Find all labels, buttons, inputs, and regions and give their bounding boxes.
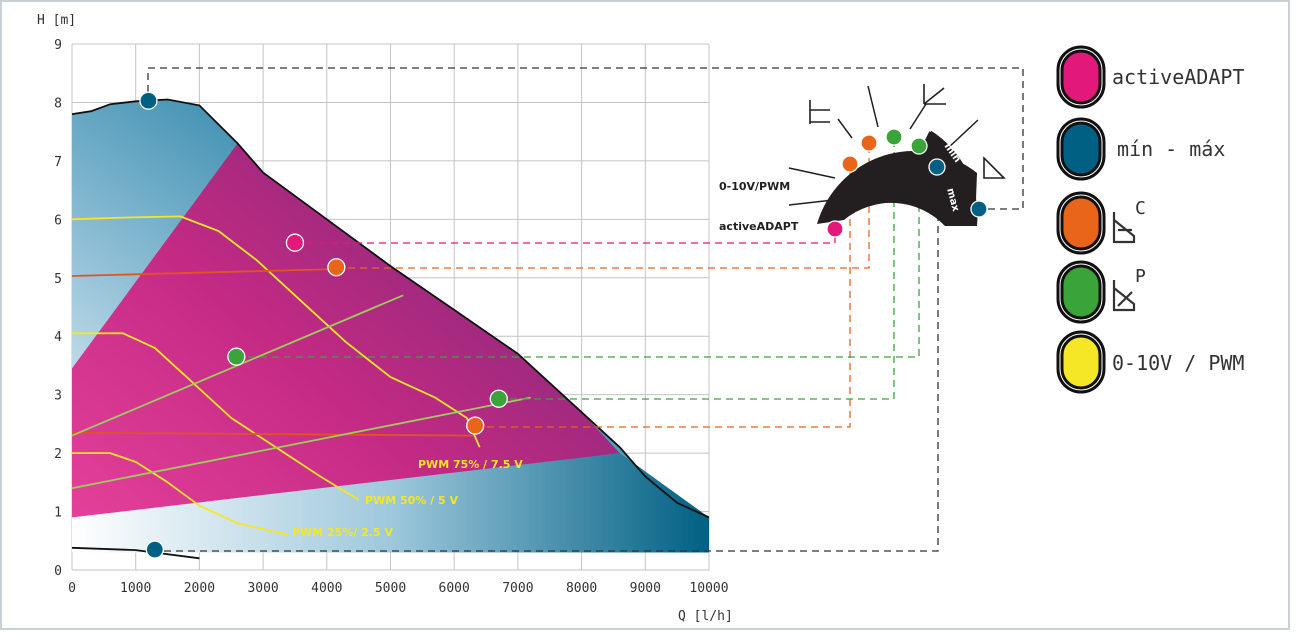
max-curve-symbol-icon — [983, 156, 1006, 179]
x-tick-label: 10000 — [689, 581, 728, 596]
x-tick-label: 5000 — [375, 581, 406, 596]
y-tick-label: 9 — [54, 38, 62, 53]
y-axis-title: H [m] — [37, 13, 76, 28]
y-tick-label: 0 — [54, 564, 62, 579]
dial-mode-dot — [928, 158, 946, 176]
x-tick-label: 7000 — [502, 581, 533, 596]
proportional-symbol-icon — [923, 84, 946, 105]
legend-swatch — [1060, 49, 1102, 105]
annotation-pwm-75: PWM 75% / 7.5 V — [418, 458, 523, 471]
min-curve — [72, 546, 200, 560]
dial-mode-dot — [970, 200, 988, 218]
legend-item-adapt: activeADAPT — [1056, 45, 1244, 109]
y-tick-label: 1 — [54, 506, 62, 521]
dial-label-pwm: 0-10V/PWM — [719, 180, 790, 193]
series-line-4 — [72, 431, 474, 437]
dial-tick — [909, 103, 927, 130]
legend-item-minmax: mín - máx — [1056, 117, 1225, 181]
x-tick-label: 8000 — [566, 581, 597, 596]
legend-label: 0-10V / PWM — [1112, 351, 1244, 375]
legend-swatch — [1060, 264, 1102, 320]
legend-swatch-outer — [1056, 330, 1106, 394]
connector-c-lower — [475, 164, 851, 428]
connector-max-top — [147, 67, 1024, 210]
dial-tick — [867, 85, 879, 128]
x-tick-label: 0 — [68, 581, 76, 596]
operating-point — [139, 91, 158, 110]
legend-swatch-outer — [1056, 45, 1106, 109]
proportional-pressure-icon — [1112, 280, 1136, 312]
mode-selector-dial: 1 2 1 2 min max 0-10V/PWM activeADAPT — [719, 84, 1006, 238]
series-line-3 — [72, 268, 340, 277]
series-line-0 — [72, 215, 481, 448]
series-line-2 — [72, 452, 289, 536]
x-tick-label: 3000 — [247, 581, 278, 596]
y-tick-label: 2 — [54, 447, 62, 462]
legend-label: activeADAPT — [1112, 65, 1244, 89]
dial-ring-right — [915, 130, 978, 226]
legend-swatch — [1060, 121, 1102, 177]
annotation-pwm-25: PWM 25%/ 2.5 V — [292, 526, 393, 539]
connector-adapt — [295, 229, 836, 244]
annotation-pwm-50: PWM 50% / 5 V — [365, 494, 458, 507]
legend-item-constant-pressure: C — [1056, 191, 1146, 255]
x-tick-label: 6000 — [439, 581, 470, 596]
dial-tick — [788, 198, 843, 206]
dial-mode-dot — [841, 155, 859, 173]
y-tick-label: 7 — [54, 155, 62, 170]
dial-dots — [826, 128, 988, 238]
operating-point — [227, 347, 246, 366]
connector-min-bottom — [152, 167, 939, 552]
x-tick-label: 2000 — [184, 581, 215, 596]
dial-label-adapt: activeADAPT — [719, 220, 799, 233]
dial-tick — [947, 119, 979, 149]
dial-mode-dot — [885, 128, 903, 146]
legend-swatch-outer — [1056, 260, 1106, 324]
legend-item-pwm: 0-10V / PWM — [1056, 330, 1244, 394]
operating-point — [145, 540, 164, 559]
y-tick-label: 8 — [54, 96, 62, 111]
dial-tick — [788, 167, 836, 179]
x-tick-label: 9000 — [630, 581, 661, 596]
low-flow-band — [72, 453, 709, 553]
x-axis-title: Q [l/h] — [678, 609, 733, 624]
operating-point — [489, 389, 508, 408]
legend-item-proportional-pressure: P — [1056, 260, 1146, 324]
legend-swatch — [1060, 334, 1102, 390]
legend: activeADAPT mín - máx C P — [1056, 45, 1244, 394]
dial-mode-dot — [910, 137, 928, 155]
connector-p-lower — [498, 137, 895, 400]
legend-label: mín - máx — [1117, 137, 1225, 161]
y-tick-label: 6 — [54, 213, 62, 228]
axis-ticks: 0 1000 2000 3000 4000 5000 6000 7000 8000 9000 100… — [54, 38, 728, 596]
dial-segment-label: 1 — [888, 112, 896, 125]
operating-points — [139, 91, 508, 559]
y-tick-label: 4 — [54, 330, 62, 345]
legend-label: P — [1135, 266, 1146, 287]
legend-swatch-outer — [1056, 117, 1106, 181]
constant-pressure-icon — [1112, 212, 1136, 244]
operating-point — [466, 416, 485, 435]
operating-point — [327, 258, 346, 277]
series-lines — [72, 215, 531, 536]
dial-mode-dot — [826, 220, 844, 238]
constant-speed-icon — [809, 100, 830, 124]
legend-swatch — [1060, 195, 1102, 251]
dial-tick — [837, 118, 853, 139]
x-tick-label: 4000 — [311, 581, 342, 596]
dial-mode-dot — [860, 134, 878, 152]
y-tick-label: 3 — [54, 389, 62, 404]
max-curve — [72, 98, 709, 519]
series-line-6 — [72, 396, 531, 490]
legend-swatch-outer — [1056, 191, 1106, 255]
x-tick-label: 1000 — [120, 581, 151, 596]
operating-point — [285, 233, 305, 252]
legend-label: C — [1135, 198, 1146, 219]
series-line-1 — [72, 332, 360, 501]
y-tick-label: 5 — [54, 272, 62, 287]
